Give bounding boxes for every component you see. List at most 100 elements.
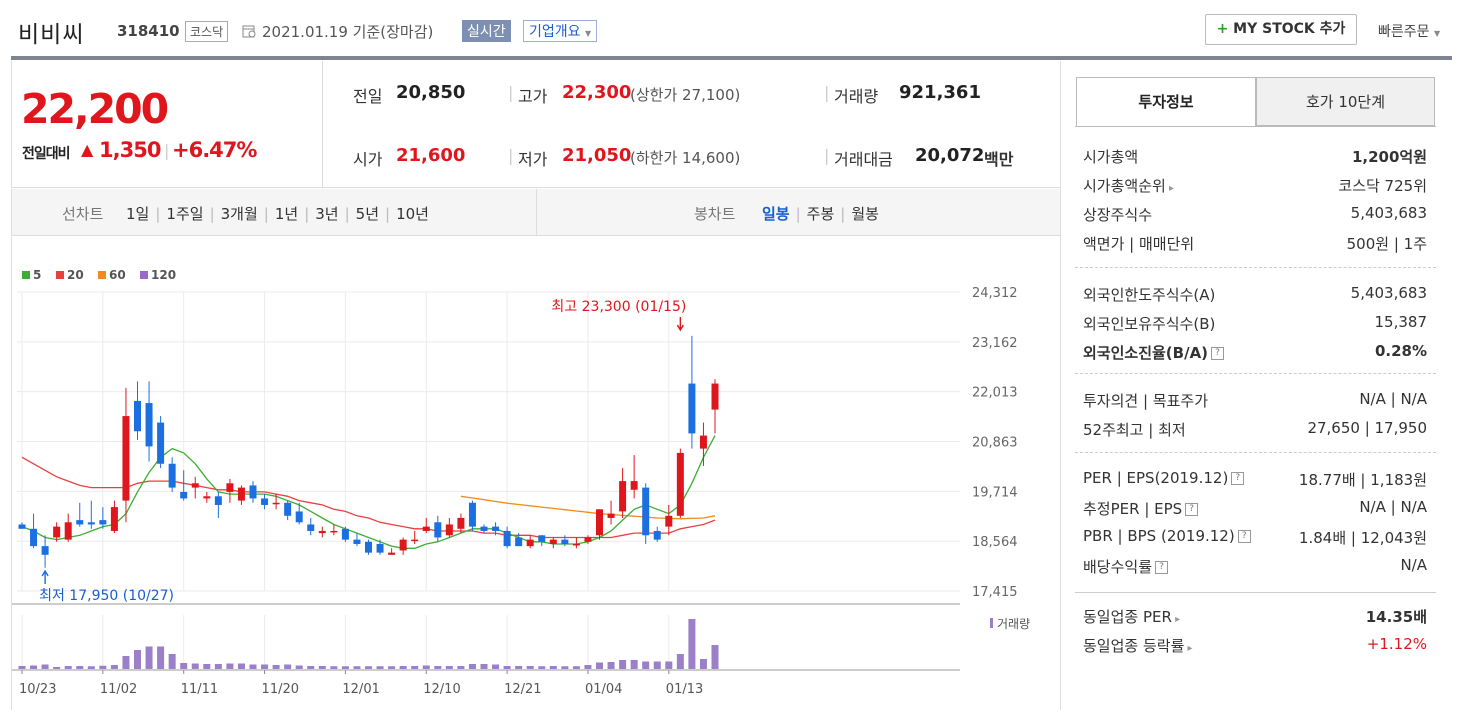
volume-bar (76, 666, 84, 669)
period-tab[interactable]: 3년 (315, 205, 339, 223)
volume-bar (642, 661, 650, 669)
candle-body (237, 487, 245, 501)
volume-bar (272, 665, 280, 669)
x-tick-label: 12/10 (423, 682, 460, 697)
invest-row-label: 52주최고 | 최저 (1083, 419, 1186, 440)
divider: | (209, 205, 215, 223)
invest-row-value: 15,387 (1374, 313, 1428, 331)
help-icon[interactable]: ? (1237, 530, 1251, 543)
chart-area: 5 20 60 120 24,312 23,162 22,013 20,863 19,714 18… (11, 237, 1060, 710)
label-text: PBR | BPS (2019.12) (1083, 527, 1235, 545)
period-tab[interactable]: 주봉 (806, 205, 835, 223)
tab-order-book[interactable]: 호가 10단계 (1256, 77, 1435, 126)
invest-row-value: 27,650 | 17,950 (1307, 419, 1427, 437)
label-text: 외국인한도주식수(A) (1083, 286, 1216, 304)
invest-row: 동일업종 PER ▸ 14.35배 (1083, 606, 1427, 634)
low-annotation: 최저 17,950 (10/27) (39, 588, 174, 604)
candle-body (480, 526, 488, 531)
quick-order-link[interactable]: 빠른주문 ▼ (1378, 21, 1440, 41)
y-tick-label: 19,714 (972, 485, 1018, 500)
period-tab[interactable]: 1주일 (166, 205, 204, 223)
candle-body (53, 526, 61, 538)
invest-row-value: 1.84배 | 12,043원 (1298, 529, 1427, 547)
section-divider (1075, 267, 1436, 268)
help-icon[interactable]: ? (1185, 503, 1199, 516)
my-stock-button[interactable]: + MY STOCK 추가 (1205, 14, 1357, 45)
divider: | (824, 146, 830, 165)
help-icon[interactable]: ? (1211, 347, 1225, 360)
period-tab[interactable]: 일봉 (762, 205, 790, 223)
volume-bar (711, 645, 719, 669)
volume-bar (376, 666, 384, 669)
volume-bar (688, 619, 696, 669)
tab-order-book-label: 호가 10단계 (1305, 93, 1386, 111)
candle-body (399, 539, 407, 551)
invest-row-value: N/A (1400, 556, 1427, 574)
candle-body (203, 496, 211, 499)
invest-row-label[interactable]: 동일업종 PER ▸ (1083, 606, 1180, 627)
invest-row-value: 5,403,683 (1350, 204, 1427, 222)
period-tab[interactable]: 월봉 (851, 205, 879, 223)
period-tab[interactable]: 3개월 (220, 205, 258, 223)
volume-bar (388, 666, 396, 669)
volume-bar (41, 664, 49, 669)
legend-swatch (22, 271, 30, 279)
volume-bar (249, 664, 257, 669)
volume-bar (157, 646, 165, 669)
volume-label: 거래량 (834, 87, 879, 106)
tab-invest-info[interactable]: 투자정보 (1076, 77, 1256, 126)
divider: | (155, 205, 161, 223)
company-overview-button[interactable]: 기업개요 ▼ (523, 20, 598, 42)
candle-body (653, 530, 661, 540)
volume-bar (653, 661, 661, 669)
label-text: 동일업종 등락률 (1083, 637, 1185, 655)
label-text: 추정PER | EPS (1083, 500, 1183, 518)
chevron-right-icon: ▸ (1171, 614, 1181, 625)
open-label: 시가 (353, 150, 383, 169)
realtime-button[interactable]: 실시간 (462, 20, 511, 42)
invest-row-label: 배당수익률? (1083, 556, 1169, 577)
invest-row: 동일업종 등락률 ▸ +1.12% (1083, 635, 1427, 663)
invest-row-value: N/A | N/A (1359, 498, 1427, 516)
candle-body (699, 435, 707, 449)
volume-bar (30, 665, 38, 669)
candle-chart-label: 봉차트 (694, 205, 736, 223)
change-value: 1,350 (99, 138, 161, 162)
period-tab[interactable]: 10년 (396, 205, 429, 223)
section-divider (1075, 373, 1436, 374)
section-divider (1075, 452, 1436, 453)
volume-bar (261, 664, 269, 669)
amount-value: 20,072 (915, 145, 985, 166)
upper-limit: (상한가 27,100) (630, 86, 741, 104)
period-tab[interactable]: 5년 (355, 205, 379, 223)
x-tick-label: 12/01 (342, 682, 379, 697)
invest-row-label: 시가총액 (1083, 146, 1138, 167)
label-text: 외국인보유주식수(B) (1083, 315, 1216, 333)
label-text: 배당수익률 (1083, 558, 1153, 576)
invest-row: 배당수익률? N/A (1083, 556, 1427, 584)
volume-bar (399, 666, 407, 669)
invest-row-label: 추정PER | EPS? (1083, 498, 1199, 519)
volume-legend-swatch (990, 618, 993, 628)
label-text: 액면가 | 매매단위 (1083, 235, 1195, 253)
candle-body (249, 485, 257, 499)
divider: | (164, 141, 170, 160)
help-icon[interactable]: ? (1231, 472, 1245, 485)
help-icon[interactable]: ? (1155, 561, 1169, 574)
volume-bar (180, 663, 188, 669)
period-tab[interactable]: 1일 (126, 205, 150, 223)
invest-row-label[interactable]: 시가총액순위 ▸ (1083, 175, 1174, 196)
invest-row-label[interactable]: 동일업종 등락률 ▸ (1083, 635, 1193, 656)
candle-body (180, 491, 188, 499)
period-tab[interactable]: 1년 (274, 205, 299, 223)
volume-bar (99, 665, 107, 669)
chevron-right-icon: ▸ (1165, 183, 1175, 194)
prev-close-label: 전일 (353, 87, 383, 106)
volume-bar (53, 667, 61, 669)
volume-bar (526, 666, 534, 669)
candle-body (445, 524, 453, 536)
candle-body (214, 496, 222, 505)
candle-body (341, 528, 349, 540)
invest-row: 외국인소진율(B/A)? 0.28% (1083, 342, 1427, 370)
divider: | (344, 205, 350, 223)
